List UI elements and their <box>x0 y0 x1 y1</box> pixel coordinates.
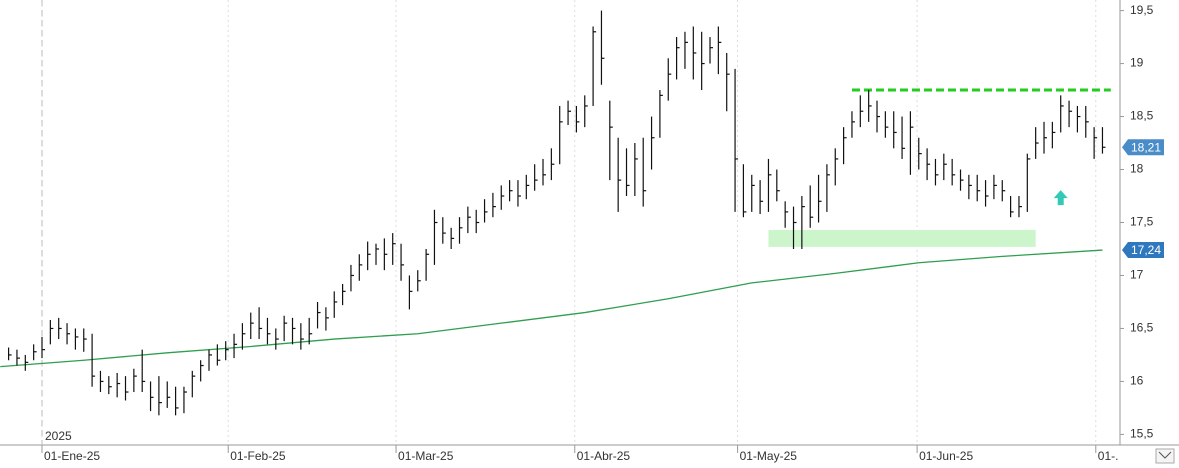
moving-average <box>0 249 1103 368</box>
x-tick-label: 01-. <box>1098 449 1119 463</box>
x-tick-label: 01-May-25 <box>740 449 798 463</box>
y-tick-label: 18 <box>1130 162 1144 176</box>
scroll-icon <box>1158 451 1172 459</box>
price-label: 18,21 <box>1131 140 1161 154</box>
y-tick-label: 18,5 <box>1130 109 1154 123</box>
price-label: 17,24 <box>1131 243 1161 257</box>
scroll-control[interactable] <box>1155 448 1175 464</box>
x-tick-label: 01-Mar-25 <box>398 449 454 463</box>
y-tick-label: 15,5 <box>1130 427 1154 441</box>
year-label: 2025 <box>45 429 72 443</box>
x-tick-label: 01-Ene-25 <box>44 449 100 463</box>
y-tick-label: 19,5 <box>1130 3 1154 17</box>
y-tick-label: 16,5 <box>1130 321 1154 335</box>
price-label-box <box>1122 242 1164 259</box>
y-tick-label: 17,5 <box>1130 215 1154 229</box>
scroll-button[interactable] <box>1155 448 1175 464</box>
price-label-box <box>1122 139 1164 156</box>
y-tick-label: 19 <box>1130 56 1144 70</box>
y-tick-label: 16 <box>1130 374 1144 388</box>
x-tick-label: 01-Jun-25 <box>919 449 973 463</box>
x-tick-label: 01-Abr-25 <box>577 449 631 463</box>
y-tick-label: 17 <box>1130 268 1144 282</box>
support-zone <box>768 229 1036 247</box>
up-arrow <box>1053 190 1068 206</box>
x-tick-label: 01-Feb-25 <box>230 449 286 463</box>
